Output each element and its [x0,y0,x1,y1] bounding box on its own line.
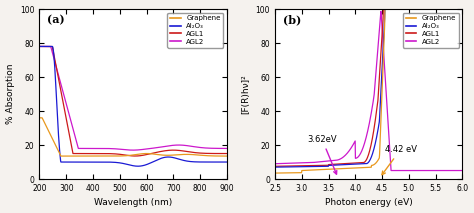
X-axis label: Photon energy (eV): Photon energy (eV) [325,199,412,207]
Legend: Graphene, Al₂O₃, AGL1, AGL2: Graphene, Al₂O₃, AGL1, AGL2 [403,13,459,47]
Y-axis label: % Absorption: % Absorption [6,64,15,124]
X-axis label: Wavelength (nm): Wavelength (nm) [94,199,172,207]
Y-axis label: [F(R)hν]²: [F(R)hν]² [241,74,250,114]
Text: (b): (b) [283,14,301,25]
Text: (a): (a) [47,14,64,25]
Legend: Graphene, Al₂O₃, AGL1, AGL2: Graphene, Al₂O₃, AGL1, AGL2 [167,13,223,47]
Text: 3.62eV: 3.62eV [307,135,337,174]
Text: 4.42 eV: 4.42 eV [382,145,417,175]
